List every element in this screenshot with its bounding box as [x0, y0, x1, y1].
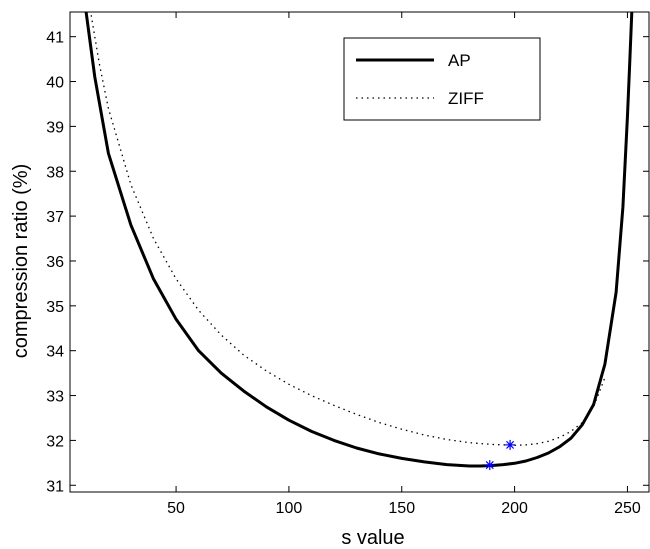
y-tick-label: 31 [46, 478, 64, 495]
axes-frame [69, 11, 650, 493]
x-tick-label: 200 [501, 500, 528, 517]
axes-box [69, 11, 650, 493]
legend: AP ZIFF [343, 37, 541, 121]
x-axis: 50 100 150 200 250 [167, 12, 641, 517]
legend-label-ziff: ZIFF [448, 89, 484, 108]
min-marker-ziff [505, 439, 516, 450]
y-tick-label: 35 [46, 299, 64, 316]
legend-box [343, 37, 541, 121]
x-tick-label: 100 [276, 500, 303, 517]
y-tick-label: 36 [46, 254, 64, 271]
y-tick-label: 34 [46, 344, 64, 361]
x-tick-label: 250 [614, 500, 641, 517]
x-tick-label: 50 [167, 500, 185, 517]
x-tick-label: 150 [388, 500, 415, 517]
series-line-ap [84, 12, 634, 468]
y-tick-label: 38 [46, 164, 64, 181]
y-axis: 31 32 33 34 35 36 37 38 39 40 41 [46, 30, 649, 495]
y-tick-label: 40 [46, 75, 64, 92]
y-tick-label: 37 [46, 209, 64, 226]
legend-label-ap: AP [448, 51, 471, 70]
y-tick-label: 39 [46, 119, 64, 136]
x-axis-label: s value [341, 527, 404, 549]
plot-area [84, 12, 634, 468]
y-axis-label: compression ratio (%) [10, 164, 32, 359]
y-tick-label: 32 [46, 433, 64, 450]
y-tick-label: 41 [46, 30, 64, 47]
markers [484, 439, 516, 471]
series-line-ziff [90, 12, 606, 446]
y-tick-label: 33 [46, 389, 64, 406]
min-marker-ap [484, 460, 495, 471]
